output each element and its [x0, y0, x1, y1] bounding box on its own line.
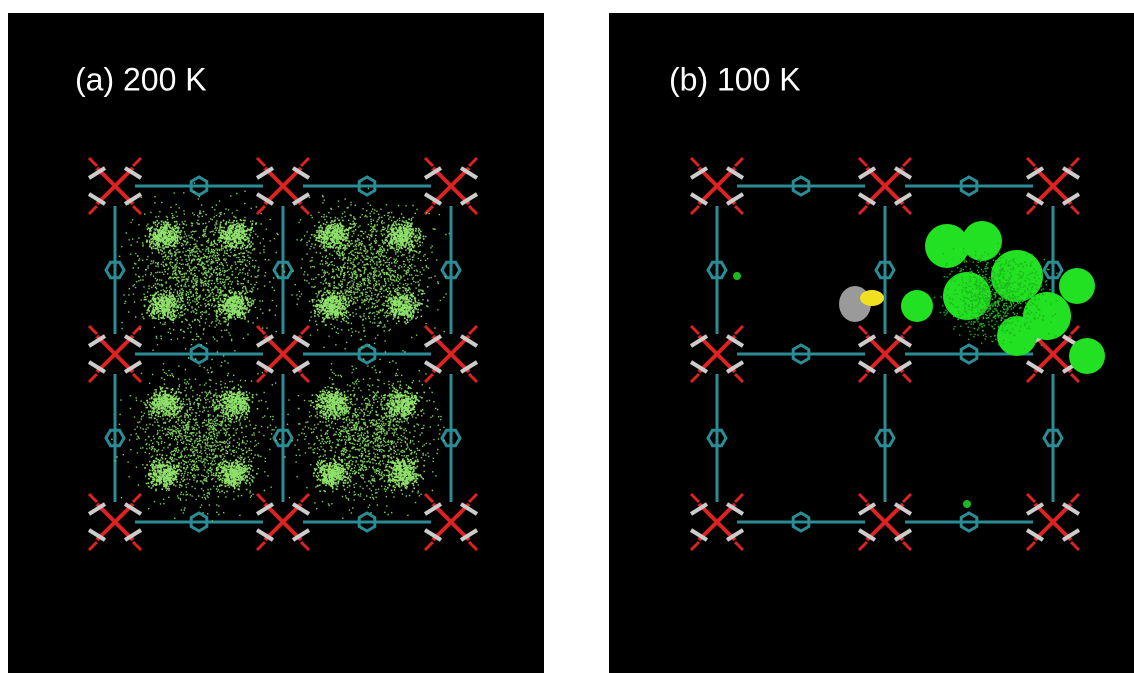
adsorbate-cluster	[1059, 268, 1095, 304]
adsorbate-cluster	[962, 221, 1002, 261]
page: (a) 200 K (b) 100 K (() => { const data …	[0, 0, 1134, 673]
panel-label: (a) 200 K	[75, 61, 207, 97]
adsorbate-cluster	[925, 224, 969, 268]
adsorbate-cluster	[1069, 338, 1105, 374]
panel-a: (a) 200 K	[8, 13, 544, 673]
adsorbate-cluster	[733, 272, 741, 280]
adsorbate-cluster	[901, 290, 933, 322]
adsorbate-cluster	[860, 290, 884, 306]
figure: (a) 200 K (b) 100 K	[0, 0, 1134, 673]
panel-b: (b) 100 K	[609, 13, 1134, 673]
adsorbate-cluster	[963, 500, 971, 508]
panel-label: (b) 100 K	[669, 61, 801, 97]
